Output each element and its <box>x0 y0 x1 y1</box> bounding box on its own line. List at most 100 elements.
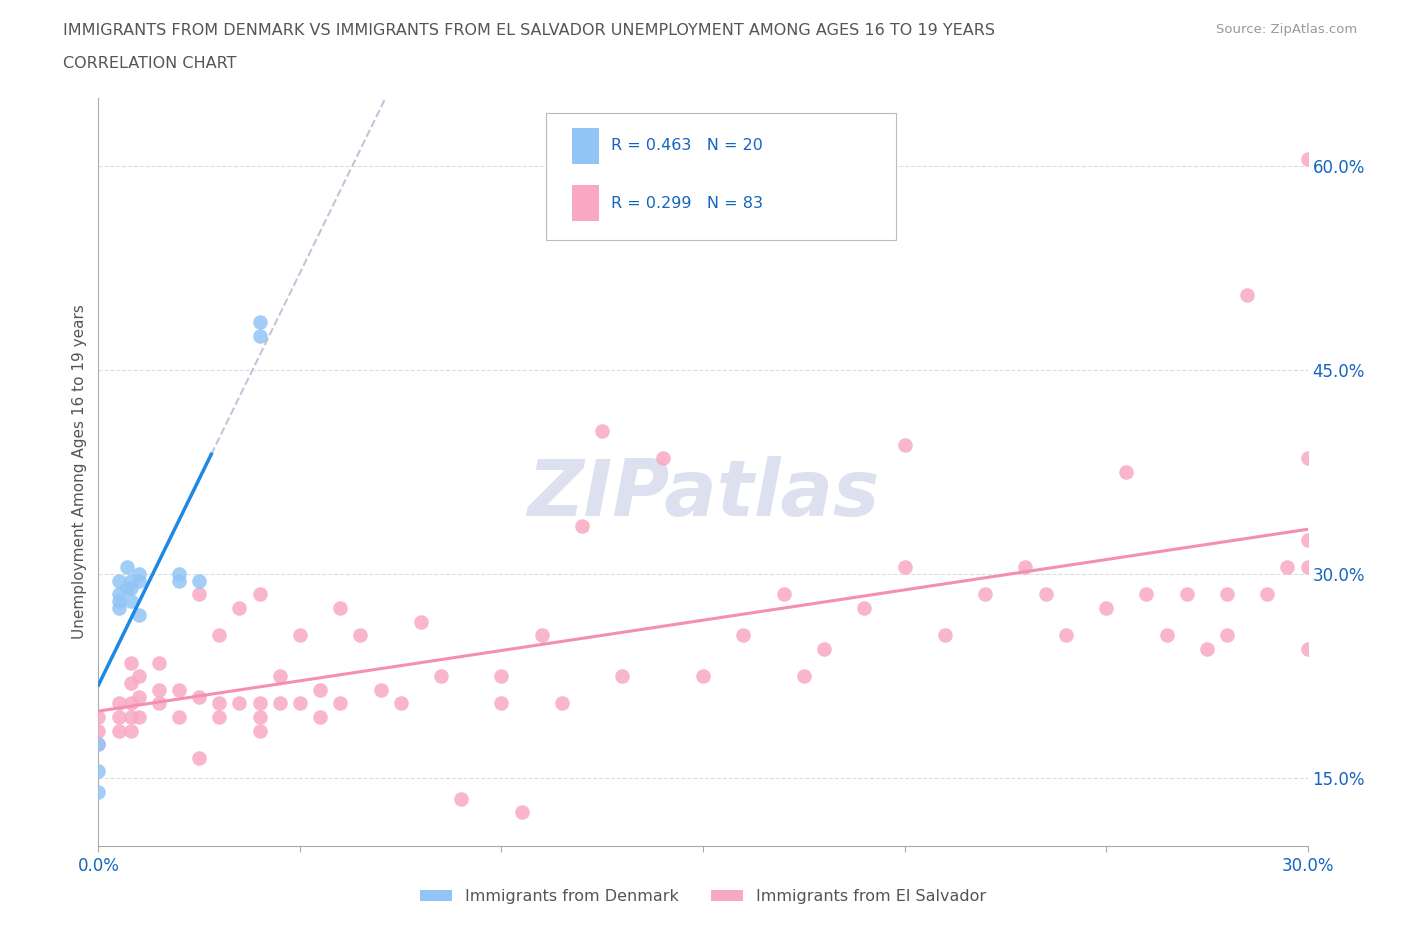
Point <box>208 628 231 643</box>
Text: R = 0.299   N = 83: R = 0.299 N = 83 <box>612 195 763 211</box>
Point <box>249 315 271 330</box>
Text: Source: ZipAtlas.com: Source: ZipAtlas.com <box>1216 23 1357 36</box>
Point <box>1035 587 1057 602</box>
Point <box>1236 287 1258 302</box>
Point <box>167 683 190 698</box>
Point <box>530 628 553 643</box>
Point <box>491 669 513 684</box>
Point <box>87 710 110 724</box>
Point <box>87 724 110 738</box>
Point <box>1296 451 1319 466</box>
Point <box>571 519 593 534</box>
Point <box>120 710 142 724</box>
Point <box>120 574 142 589</box>
Point <box>269 696 291 711</box>
Point <box>329 696 352 711</box>
Point <box>309 710 332 724</box>
Point <box>1296 533 1319 548</box>
Point <box>389 696 412 711</box>
Point <box>208 696 231 711</box>
Point <box>733 628 755 643</box>
Point <box>188 574 211 589</box>
Point <box>551 696 574 711</box>
Point <box>87 784 110 799</box>
Point <box>120 724 142 738</box>
Point <box>1296 152 1319 166</box>
Point <box>167 566 190 581</box>
Point <box>692 669 714 684</box>
Point <box>107 724 129 738</box>
Point <box>1216 587 1239 602</box>
Point <box>87 737 110 751</box>
Point <box>893 560 915 575</box>
Point <box>1256 587 1278 602</box>
Point <box>167 574 190 589</box>
Point <box>1014 560 1036 575</box>
Point <box>269 669 291 684</box>
Point <box>491 696 513 711</box>
Legend: Immigrants from Denmark, Immigrants from El Salvador: Immigrants from Denmark, Immigrants from… <box>413 884 993 910</box>
Point <box>188 689 211 704</box>
Point <box>430 669 453 684</box>
Point <box>148 696 170 711</box>
Point <box>188 587 211 602</box>
Point <box>1175 587 1198 602</box>
Point <box>893 437 915 452</box>
Point <box>228 601 250 616</box>
Point <box>249 696 271 711</box>
Point <box>1277 560 1299 575</box>
Point <box>107 587 129 602</box>
Point <box>249 724 271 738</box>
Point <box>249 328 271 343</box>
Point <box>107 594 129 609</box>
Point <box>107 710 129 724</box>
Bar <box>572 127 599 164</box>
Point <box>651 451 673 466</box>
Point <box>120 580 142 595</box>
Point <box>409 615 432 630</box>
Point <box>167 710 190 724</box>
Point <box>1296 560 1319 575</box>
Point <box>249 587 271 602</box>
Point <box>853 601 876 616</box>
Point <box>510 804 533 819</box>
Point <box>128 710 150 724</box>
Text: ZIPatlas: ZIPatlas <box>527 457 879 533</box>
Point <box>309 683 332 698</box>
Point <box>370 683 392 698</box>
Point <box>772 587 794 602</box>
Point <box>128 669 150 684</box>
Point <box>813 642 835 657</box>
Point <box>1216 628 1239 643</box>
Point <box>120 594 142 609</box>
Point <box>107 601 129 616</box>
Bar <box>572 185 599 221</box>
Y-axis label: Unemployment Among Ages 16 to 19 years: Unemployment Among Ages 16 to 19 years <box>72 304 87 640</box>
Point <box>107 696 129 711</box>
Point <box>87 737 110 751</box>
Point <box>128 607 150 622</box>
Point <box>115 580 138 595</box>
Point <box>148 655 170 670</box>
FancyBboxPatch shape <box>546 113 897 240</box>
Point <box>288 628 311 643</box>
Point <box>1135 587 1157 602</box>
Text: CORRELATION CHART: CORRELATION CHART <box>63 56 236 71</box>
Point <box>87 764 110 779</box>
Point <box>1296 642 1319 657</box>
Point <box>934 628 956 643</box>
Point <box>188 751 211 765</box>
Point <box>450 791 472 806</box>
Point <box>120 696 142 711</box>
Point <box>793 669 815 684</box>
Point <box>349 628 371 643</box>
Point <box>120 655 142 670</box>
Point <box>128 689 150 704</box>
Point <box>228 696 250 711</box>
Point <box>115 560 138 575</box>
Point <box>1156 628 1178 643</box>
Point <box>612 669 634 684</box>
Text: R = 0.463   N = 20: R = 0.463 N = 20 <box>612 138 763 153</box>
Point <box>974 587 997 602</box>
Point <box>249 710 271 724</box>
